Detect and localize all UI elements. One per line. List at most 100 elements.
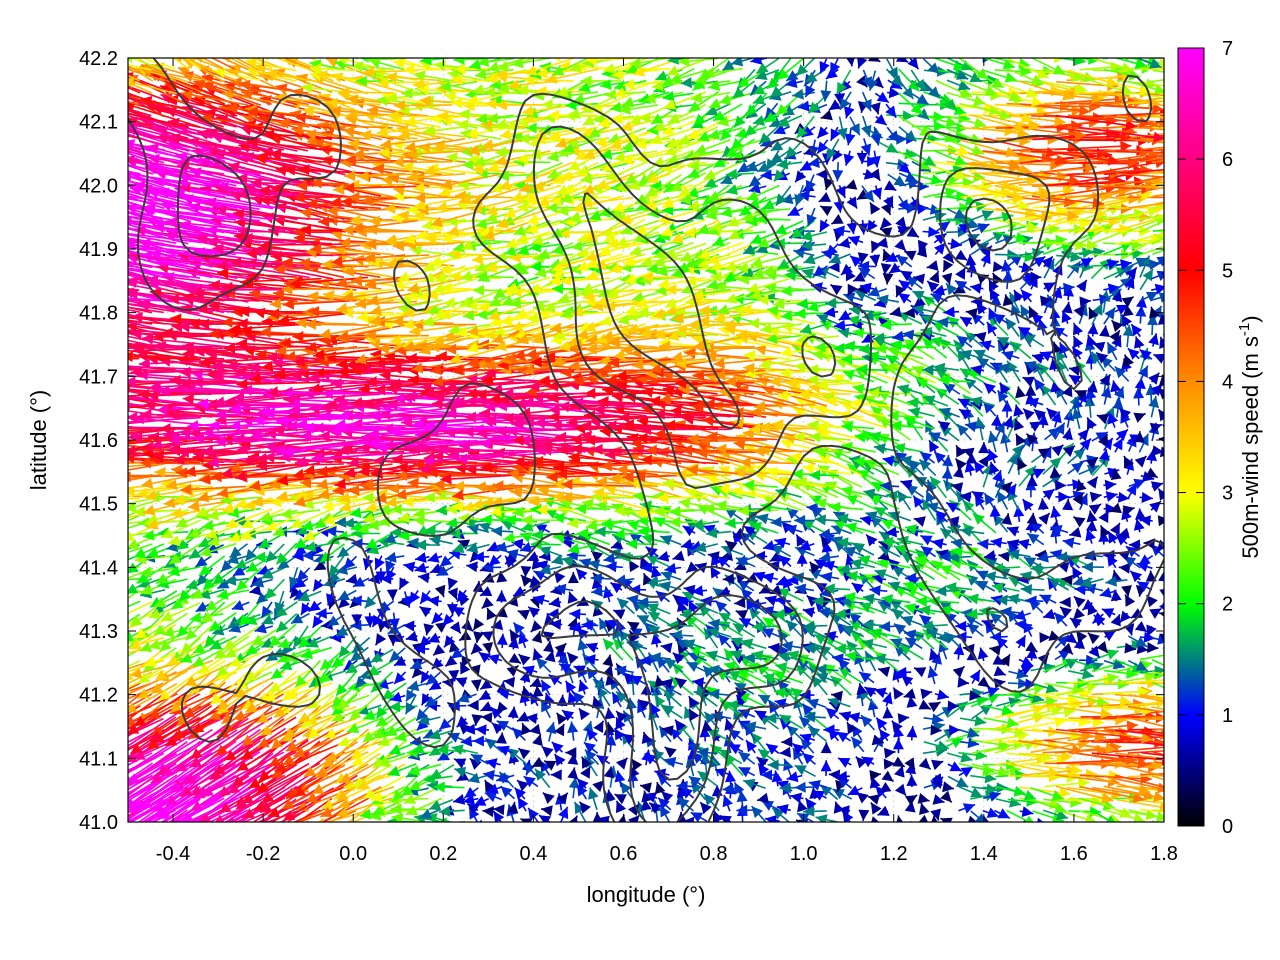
wind-vector-head [517, 797, 529, 810]
wind-vector-shaft [145, 809, 165, 822]
wind-vector-head [408, 780, 421, 791]
wind-vector-head [336, 790, 349, 802]
wind-vector-head [1167, 714, 1178, 725]
wind-vector-head [618, 814, 627, 822]
wind-vector-head [136, 848, 148, 858]
wind-vector-head [722, 795, 733, 808]
wind-vector-head [893, 738, 904, 750]
wind-vector-head [497, 745, 510, 756]
wind-vector-head [467, 772, 480, 784]
wind-vector-head [128, 471, 131, 483]
wind-vector-head [942, 781, 954, 793]
wind-vector-head [1207, 721, 1218, 732]
wind-vector-head [628, 815, 640, 822]
wind-vector-head [870, 802, 882, 815]
wind-vector-head [70, 479, 82, 490]
wind-vector-head [89, 719, 101, 729]
wind-vector-head [1159, 729, 1164, 741]
wind-vector-head [757, 792, 769, 804]
wind-vector-head [1078, 777, 1090, 789]
wind-vector-head [820, 760, 832, 772]
wind-vector-head [128, 501, 129, 503]
wind-vector-head [1214, 762, 1226, 773]
wind-vector-head [919, 802, 930, 815]
wind-vector-head [340, 821, 342, 822]
wind-vector-head [879, 782, 892, 793]
wind-vector-head [48, 837, 60, 847]
wind-vector-head [297, 829, 309, 840]
wind-vector-head [1209, 787, 1221, 798]
wind-vector-head [535, 768, 547, 781]
wind-vector-shaft [1080, 774, 1152, 780]
wind-vector-head [419, 808, 433, 819]
wind-vector-head [1159, 801, 1164, 813]
wind-vector-head [93, 578, 105, 589]
wind-vector-head [614, 770, 626, 783]
wind-vector-head [100, 478, 112, 489]
wind-vector-shaft [1068, 821, 1070, 822]
wind-vector-head [794, 765, 807, 776]
wind-vector-head [102, 858, 114, 869]
wind-vector-head [710, 755, 721, 768]
wind-vector-head [96, 848, 108, 858]
wind-vector-shaft [1151, 775, 1164, 781]
wind-vector-head [1132, 792, 1145, 803]
wind-vector-head [1209, 687, 1220, 698]
wind-vector-head [772, 808, 785, 820]
wind-vector-head [51, 846, 63, 857]
wind-vector-head [219, 845, 231, 856]
wind-vector-head [1165, 742, 1177, 753]
wind-vector-head [644, 753, 657, 765]
wind-vector-head [429, 800, 442, 811]
wind-vector-shaft [216, 775, 298, 822]
wind-vector-head [107, 470, 118, 481]
wind-vector-head [842, 811, 854, 822]
wind-vector-head [359, 808, 372, 820]
wind-vector-shaft [1008, 823, 1013, 836]
wind-vector-head [835, 770, 848, 782]
wind-vector-head [767, 759, 779, 771]
wind-vector-head [478, 819, 483, 822]
wind-vector-head [85, 797, 97, 807]
wind-vector-shaft [177, 797, 225, 822]
wind-vector-head [391, 813, 404, 822]
wind-vector-head [1213, 756, 1224, 767]
wind-vector-head [67, 821, 79, 832]
wind-vector-head [107, 775, 119, 785]
wind-vector-head [91, 845, 103, 856]
wind-vector-head [565, 747, 577, 759]
wind-vector-head [336, 807, 349, 818]
wind-vector-shaft [343, 821, 345, 822]
wind-vector-shaft [279, 808, 309, 822]
wind-vector-head [63, 478, 75, 489]
wind-vector-head [339, 821, 340, 822]
wind-vector-head [171, 829, 183, 840]
wind-vector-head [41, 803, 53, 813]
wind-vector-head [261, 791, 274, 803]
wind-vector-head [1209, 784, 1221, 795]
wind-vectors [41, 58, 1226, 869]
wind-vector-head [433, 781, 445, 793]
wind-vector-head [76, 856, 88, 866]
wind-vector-head [661, 791, 674, 803]
wind-vector-shaft [312, 823, 369, 841]
wind-vector-head [970, 787, 983, 798]
wind-vector-shaft [1079, 823, 1108, 830]
wind-vector-head [1055, 825, 1066, 837]
wind-vector-shaft [128, 764, 142, 771]
wind-vector-head [128, 532, 129, 534]
wind-vector-head [219, 802, 232, 813]
wind-vector-head [960, 751, 973, 763]
wind-vector-head [1085, 813, 1097, 822]
wind-vector-head [779, 746, 791, 758]
wind-vector-head [631, 758, 643, 771]
wind-vector-head [905, 762, 917, 775]
wind-vector-head [112, 531, 124, 542]
wind-vector-head [200, 823, 212, 833]
wind-vector-head [793, 748, 804, 761]
wind-vector-head [357, 779, 370, 790]
wind-vector-head [279, 832, 291, 842]
wind-vector-head [121, 849, 133, 859]
wind-vector-head [577, 784, 588, 797]
wind-vector-head [580, 766, 591, 779]
